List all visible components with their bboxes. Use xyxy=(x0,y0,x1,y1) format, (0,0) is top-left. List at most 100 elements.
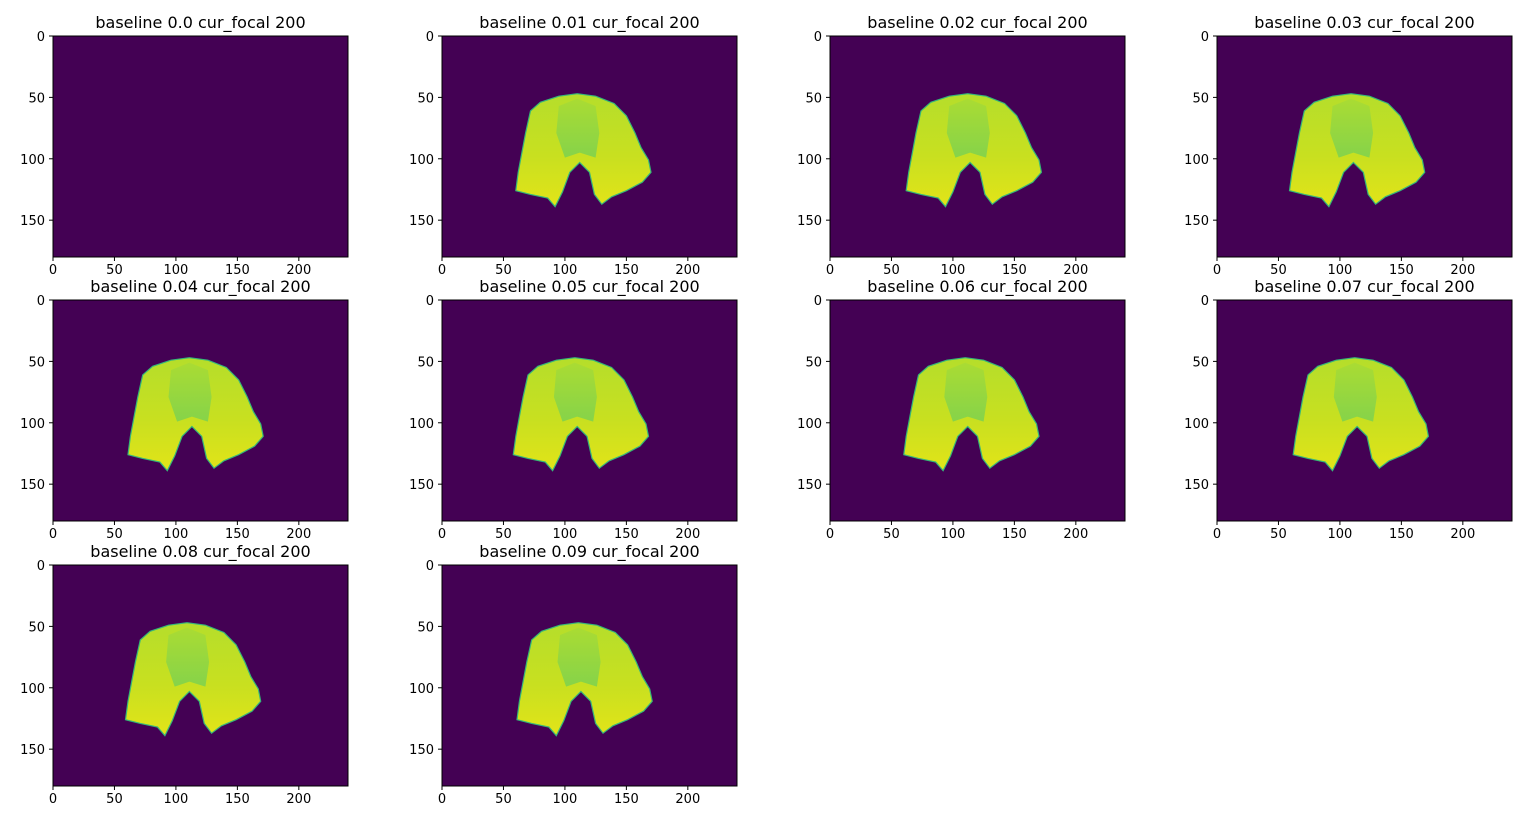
x-tick-label: 50 xyxy=(495,792,512,807)
y-tick-label: 0 xyxy=(37,294,45,309)
x-tick-label: 100 xyxy=(1328,527,1353,542)
x-tick-label: 0 xyxy=(438,792,446,807)
y-tick-label: 0 xyxy=(426,30,434,45)
y-tick-label: 50 xyxy=(28,620,45,635)
subplot: baseline 0.07 cur_focal 200 0 50 100 150 200 0… xyxy=(1184,277,1512,542)
x-tick-label: 50 xyxy=(495,263,512,278)
subplot-grid: baseline 0.0 cur_focal 200 0 50 100 150 200 0 5… xyxy=(20,13,1512,807)
y-tick-label: 0 xyxy=(814,294,822,309)
subplot-title: baseline 0.07 cur_focal 200 xyxy=(1254,277,1474,297)
depth-region-center xyxy=(944,363,987,422)
x-tick-label: 50 xyxy=(883,263,900,278)
y-tick-label: 100 xyxy=(20,682,45,697)
subplot-title: baseline 0.05 cur_focal 200 xyxy=(479,277,699,297)
y-tick-label: 100 xyxy=(20,153,45,168)
depth-region-center xyxy=(947,99,990,158)
x-tick-label: 50 xyxy=(495,527,512,542)
x-tick-label: 100 xyxy=(1328,263,1353,278)
y-tick-label: 100 xyxy=(797,417,822,432)
subplot: baseline 0.09 cur_focal 2000 50 100 150 2000… xyxy=(409,542,737,807)
y-tick-label: 50 xyxy=(417,620,434,635)
subplot: baseline 0.03 cur_focal 200 0 50 100 150 200 0… xyxy=(1184,13,1512,278)
x-tick-label: 150 xyxy=(614,527,639,542)
y-tick-label: 50 xyxy=(417,355,434,370)
x-tick-label: 100 xyxy=(941,263,966,278)
y-tick-label: 0 xyxy=(37,559,45,574)
depth-region-center xyxy=(169,363,212,422)
x-tick-label: 0 xyxy=(826,527,834,542)
subplot-title: baseline 0.09 cur_focal 200 xyxy=(479,542,699,562)
y-tick-label: 150 xyxy=(20,214,45,229)
x-tick-label: 200 xyxy=(286,527,311,542)
subplot: baseline 0.04 cur_focal 200 0 50 100 150 200 0… xyxy=(20,277,348,542)
subplot-title: baseline 0.08 cur_focal 200 xyxy=(90,542,310,562)
x-tick-label: 100 xyxy=(164,527,189,542)
x-tick-label: 50 xyxy=(1270,527,1287,542)
subplot: baseline 0.02 cur_focal 200 0 50 100 150 200 0… xyxy=(797,13,1125,278)
depth-region-center xyxy=(1330,99,1373,158)
x-tick-label: 200 xyxy=(286,263,311,278)
x-tick-label: 150 xyxy=(1002,263,1027,278)
y-tick-label: 50 xyxy=(28,91,45,106)
x-tick-label: 200 xyxy=(675,792,700,807)
depth-region-center xyxy=(556,99,599,158)
y-tick-label: 50 xyxy=(805,355,822,370)
y-tick-label: 0 xyxy=(37,30,45,45)
x-tick-label: 150 xyxy=(1389,263,1414,278)
y-tick-label: 150 xyxy=(797,478,822,493)
x-tick-label: 200 xyxy=(286,792,311,807)
x-tick-label: 0 xyxy=(49,263,57,278)
y-tick-label: 150 xyxy=(1184,214,1209,229)
subplot-title: baseline 0.01 cur_focal 200 xyxy=(479,13,699,33)
x-tick-label: 200 xyxy=(675,263,700,278)
y-tick-label: 50 xyxy=(805,91,822,106)
x-tick-label: 200 xyxy=(1063,263,1088,278)
x-tick-label: 50 xyxy=(106,263,123,278)
depth-region-center xyxy=(554,363,597,422)
y-tick-label: 100 xyxy=(409,417,434,432)
x-tick-label: 150 xyxy=(225,527,250,542)
subplot-title: baseline 0.02 cur_focal 200 xyxy=(867,13,1087,33)
x-tick-label: 0 xyxy=(1213,527,1221,542)
x-tick-label: 150 xyxy=(225,792,250,807)
subplot: baseline 0.05 cur_focal 200 0 50 100 150 200 0… xyxy=(409,277,737,542)
y-tick-label: 150 xyxy=(1184,478,1209,493)
x-tick-label: 50 xyxy=(106,527,123,542)
y-tick-label: 150 xyxy=(409,478,434,493)
y-tick-label: 0 xyxy=(814,30,822,45)
y-tick-label: 150 xyxy=(20,743,45,758)
x-tick-label: 150 xyxy=(614,792,639,807)
x-tick-label: 200 xyxy=(1450,527,1475,542)
y-tick-label: 150 xyxy=(20,478,45,493)
y-tick-label: 100 xyxy=(1184,153,1209,168)
y-tick-label: 0 xyxy=(1201,294,1209,309)
y-tick-label: 100 xyxy=(20,417,45,432)
y-tick-label: 50 xyxy=(417,91,434,106)
x-tick-label: 100 xyxy=(941,527,966,542)
x-tick-label: 200 xyxy=(1450,263,1475,278)
x-tick-label: 0 xyxy=(826,263,834,278)
x-tick-label: 100 xyxy=(164,263,189,278)
x-tick-label: 100 xyxy=(553,792,578,807)
subplot-title: baseline 0.04 cur_focal 200 xyxy=(90,277,310,297)
x-tick-label: 200 xyxy=(675,527,700,542)
x-tick-label: 200 xyxy=(1063,527,1088,542)
y-tick-label: 50 xyxy=(1192,355,1209,370)
x-tick-label: 100 xyxy=(553,263,578,278)
heatmap-image xyxy=(53,36,348,257)
x-tick-label: 0 xyxy=(438,263,446,278)
subplot-title: baseline 0.0 cur_focal 200 xyxy=(95,13,305,33)
x-tick-label: 100 xyxy=(164,792,189,807)
y-tick-label: 150 xyxy=(797,214,822,229)
y-tick-label: 100 xyxy=(409,153,434,168)
y-tick-label: 100 xyxy=(409,682,434,697)
subplot-title: baseline 0.03 cur_focal 200 xyxy=(1254,13,1474,33)
x-tick-label: 0 xyxy=(1213,263,1221,278)
x-tick-label: 100 xyxy=(553,527,578,542)
x-tick-label: 150 xyxy=(614,263,639,278)
x-tick-label: 150 xyxy=(225,263,250,278)
depth-region-center xyxy=(1334,363,1377,422)
y-tick-label: 100 xyxy=(797,153,822,168)
x-tick-label: 0 xyxy=(438,527,446,542)
